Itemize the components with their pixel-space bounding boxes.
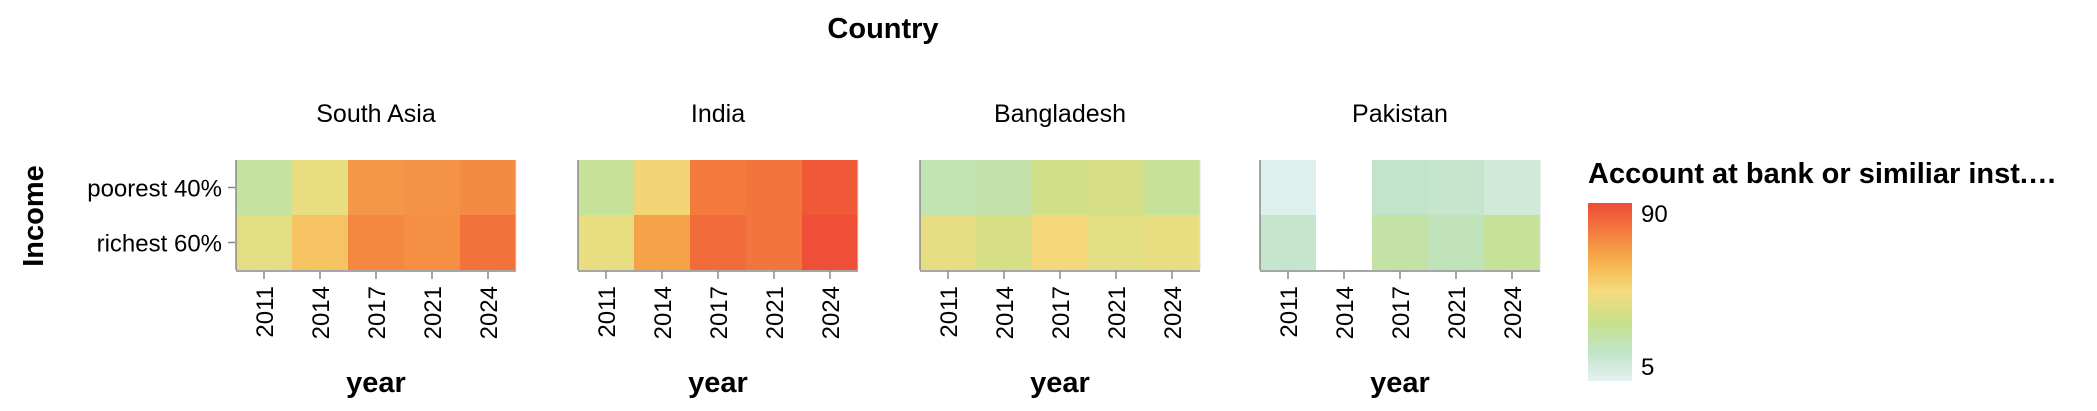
facet-pakistan: Pakistan 2011 2014 2017 2021 2024 year [1259, 100, 1541, 399]
x-axis-title: year [1370, 367, 1430, 399]
heatmap-cell [634, 215, 690, 270]
facet-title: Bangladesh [994, 100, 1126, 128]
legend-color-bar [1588, 203, 1632, 381]
x-tick-label: 2014 [308, 286, 335, 339]
facet-india: India 2011 2014 2017 2021 2024 year [577, 100, 859, 399]
heatmap-cell [1484, 215, 1540, 270]
x-tick-label: 2021 [420, 286, 447, 339]
heatmap-cell [976, 215, 1032, 270]
heatmap-cell [1260, 215, 1316, 270]
x-tick-label: 2014 [992, 286, 1019, 339]
heatmap-cell [1372, 215, 1428, 270]
heatmap-cell [746, 160, 802, 215]
heatmap-cell [348, 215, 404, 270]
heatmap-cell [236, 215, 292, 270]
heatmap-cell [1088, 160, 1144, 215]
facet-bangladesh: Bangladesh 2011 2014 2017 2021 2024 year [919, 100, 1201, 399]
heatmap-cell [920, 215, 976, 270]
x-tick-label: 2014 [1332, 286, 1359, 339]
heatmap-cell [802, 215, 858, 270]
x-tick-label: 2017 [1048, 286, 1075, 339]
heatmap-cell [578, 215, 634, 270]
facet-title: India [691, 100, 745, 128]
legend-max-label: 90 [1641, 201, 1668, 228]
x-tick-label: 2011 [594, 286, 621, 338]
facet-title: South Asia [316, 100, 436, 128]
heatmap-cell [1088, 215, 1144, 270]
heatmap-cell [1032, 215, 1088, 270]
heatmap-cell [1372, 160, 1428, 215]
heatmap-cell [348, 160, 404, 215]
x-axis-title: year [1030, 367, 1090, 399]
x-tick-label: 2021 [1104, 286, 1131, 339]
heatmap-cell [292, 215, 348, 270]
heatmap-cell [1484, 160, 1540, 215]
heatmap-cell [578, 160, 634, 215]
x-tick-label: 2017 [1388, 286, 1415, 339]
facets: South Asia 2011 2014 2017 2021 2024 year India 2… [235, 100, 1541, 399]
heatmap-cell [460, 160, 516, 215]
facet-title: Pakistan [1352, 100, 1448, 128]
x-tick-label: 2021 [762, 286, 789, 339]
heatmap-cell [460, 215, 516, 270]
x-tick-label: 2024 [1500, 286, 1527, 339]
legend-min-label: 5 [1641, 354, 1654, 381]
x-tick-label: 2017 [364, 286, 391, 339]
x-tick-label: 2021 [1444, 286, 1471, 339]
chart-title: Country [827, 13, 938, 45]
heatmap-cell [1428, 215, 1484, 270]
heatmap-cell [802, 160, 858, 215]
y-axis: poorest 40% richest 60% [87, 176, 235, 258]
heatmap-cell [1144, 160, 1200, 215]
x-tick-label: 2024 [818, 286, 845, 339]
x-axis-title: year [688, 367, 748, 399]
heatmap-cell [404, 215, 460, 270]
heatmap-cell [1428, 160, 1484, 215]
legend-title: Account at bank or similiar inst.… [1588, 158, 2057, 190]
heatmap-cell [976, 160, 1032, 215]
heatmap-cell [292, 160, 348, 215]
heatmap-cell [920, 160, 976, 215]
heatmap-cell [746, 215, 802, 270]
heatmap-cell [1144, 215, 1200, 270]
y-axis-title: Income [18, 165, 50, 267]
heatmap-cell [1260, 160, 1316, 215]
x-tick-label: 2017 [706, 286, 733, 339]
x-tick-label: 2011 [252, 286, 279, 338]
x-tick-label: 2014 [650, 286, 677, 339]
x-tick-label: 2011 [936, 286, 963, 338]
facet-south-asia: South Asia 2011 2014 2017 2021 2024 year [235, 100, 517, 399]
heatmap-cell [1032, 160, 1088, 215]
heatmap-cell [690, 215, 746, 270]
y-tick-label: richest 60% [97, 231, 222, 258]
heatmap-cell [690, 160, 746, 215]
x-tick-label: 2024 [1160, 286, 1187, 339]
x-axis-title: year [346, 367, 406, 399]
x-tick-label: 2024 [476, 286, 503, 339]
color-legend: Account at bank or similiar inst.… 90 5 [1588, 158, 2057, 381]
heatmap-cell [634, 160, 690, 215]
y-tick-label: poorest 40% [87, 176, 222, 203]
x-tick-label: 2011 [1276, 286, 1303, 338]
heatmap-cell [404, 160, 460, 215]
heatmap-cell [236, 160, 292, 215]
